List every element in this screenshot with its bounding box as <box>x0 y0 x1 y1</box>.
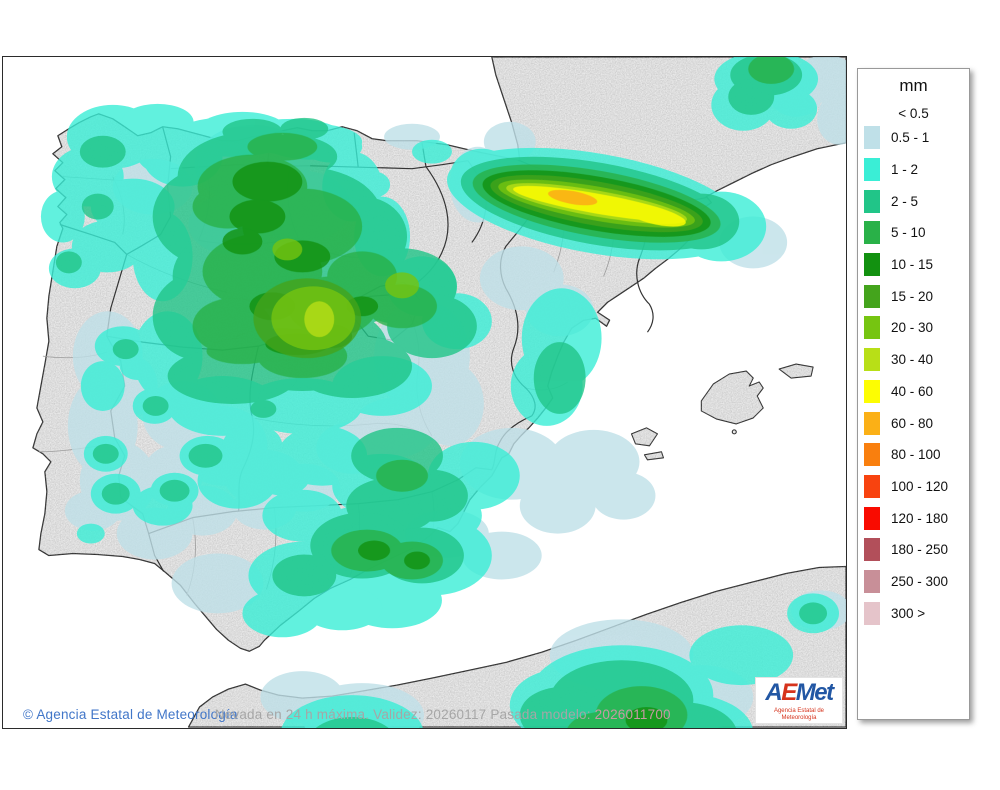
legend-label: 2 - 5 <box>891 193 919 209</box>
legend-swatch <box>864 284 880 308</box>
legend-label: 300 > <box>891 605 926 621</box>
legend-label: 100 - 120 <box>891 478 949 494</box>
legend-swatch <box>864 221 880 245</box>
legend-label: 10 - 15 <box>891 257 934 273</box>
legend-row: 15 - 20 <box>858 280 969 312</box>
legend-row: 120 - 180 <box>858 502 969 534</box>
legend-swatch <box>864 379 880 403</box>
iberia-map-svg <box>3 57 846 728</box>
legend-row: 5 - 10 <box>858 217 969 249</box>
legend-title: mm <box>899 76 928 95</box>
legend-swatch <box>864 538 880 562</box>
legend-label: 120 - 180 <box>891 510 949 526</box>
legend-swatch <box>864 158 880 182</box>
aemet-logo-letter: M <box>795 679 816 706</box>
legend-row: 250 - 300 <box>858 566 969 598</box>
legend-row: 10 - 15 <box>858 249 969 281</box>
legend-row: 300 > <box>858 597 969 629</box>
aemet-logo-letter: t <box>826 679 834 706</box>
legend-first-label: < 0.5 <box>898 106 929 121</box>
legend-label: 1 - 2 <box>891 162 919 178</box>
legend-swatch <box>864 474 880 498</box>
legend-row: 180 - 250 <box>858 534 969 566</box>
legend-swatch <box>864 443 880 467</box>
map-caption: Nevada en 24 h máxima. Validez: 20260117… <box>215 707 671 722</box>
legend-label: 20 - 30 <box>891 320 934 336</box>
legend-row: 100 - 120 <box>858 471 969 503</box>
legend-row: 30 - 40 <box>858 344 969 376</box>
legend-row: 40 - 60 <box>858 376 969 408</box>
legend-row: 80 - 100 <box>858 439 969 471</box>
legend-swatch <box>864 189 880 213</box>
legend-row: 1 - 2 <box>858 154 969 186</box>
copyright-text: © Agencia Estatal de Meteorología <box>23 707 238 722</box>
legend-row: 2 - 5 <box>858 185 969 217</box>
aemet-logo-letter: e <box>814 679 827 706</box>
legend-label: 40 - 60 <box>891 383 934 399</box>
legend-swatch <box>864 569 880 593</box>
aemet-logo-letter: E <box>781 679 797 706</box>
legend-swatch <box>864 316 880 340</box>
caption-model-run: 2026011700 <box>594 707 671 722</box>
legend-swatch <box>864 411 880 435</box>
legend-label: 60 - 80 <box>891 415 934 431</box>
legend-row: 60 - 80 <box>858 407 969 439</box>
aemet-logo-letter: A <box>765 679 782 706</box>
legend-swatch <box>864 253 880 277</box>
legend-row: 20 - 30 <box>858 312 969 344</box>
caption-main: Nevada en 24 h máxima. Validez: 20260117… <box>214 707 591 722</box>
legend-label: 180 - 250 <box>891 542 949 558</box>
legend-swatch <box>864 348 880 372</box>
aemet-logo-text: AEMet <box>756 678 842 708</box>
legend-panel: mm < 0.5 0.5 - 1 1 - 2 2 - 5 5 - 10 10 - 15 1… <box>857 68 970 720</box>
legend-swatch <box>864 601 880 625</box>
cabrera-island <box>731 429 737 435</box>
precip-level-60-80 <box>548 189 598 206</box>
aemet-logo-subtitle: Agencia Estatal de Meteorología <box>773 708 825 721</box>
legend-label: 15 - 20 <box>891 288 934 304</box>
legend-label: 0.5 - 1 <box>891 130 930 146</box>
legend-label: 250 - 300 <box>891 573 949 589</box>
legend-swatch <box>864 506 880 530</box>
legend-rows: 0.5 - 1 1 - 2 2 - 5 5 - 10 10 - 15 15 - 20 20 … <box>858 122 969 629</box>
legend-label: 30 - 40 <box>891 352 934 368</box>
legend-swatch <box>864 126 880 150</box>
aemet-logo: AEMet Agencia Estatal de Meteorología <box>755 677 843 724</box>
map-frame: © Agencia Estatal de Meteorología Nevada… <box>2 56 847 729</box>
legend-label: 5 - 10 <box>891 225 926 241</box>
legend-row: 0.5 - 1 <box>858 122 969 154</box>
legend-label: 80 - 100 <box>891 447 941 463</box>
